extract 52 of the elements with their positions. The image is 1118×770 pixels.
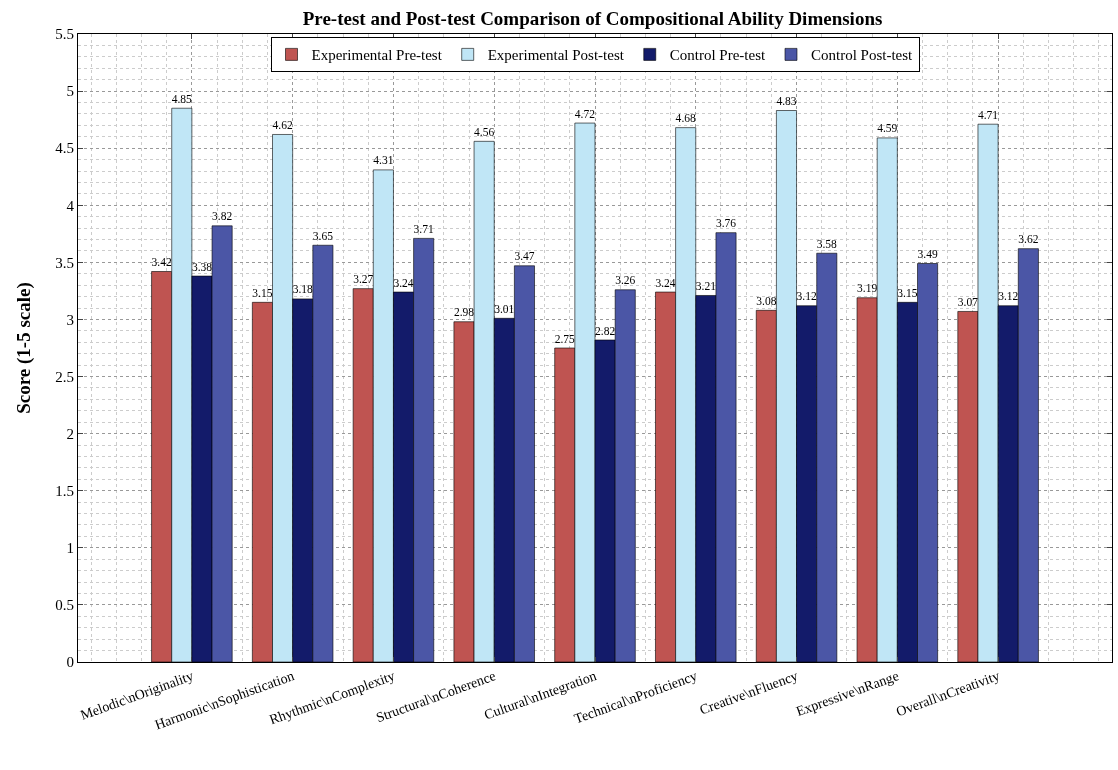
data-label: 3.42 — [151, 256, 172, 269]
data-label: 3.62 — [1018, 233, 1039, 246]
legend-label: Experimental Pre-test — [311, 47, 443, 64]
y-tick-label: 0 — [66, 654, 74, 671]
y-tick-label: 4 — [66, 197, 75, 214]
data-label: 3.12 — [796, 290, 817, 303]
data-label: 3.27 — [353, 273, 374, 286]
y-tick-label: 3.5 — [55, 254, 74, 271]
data-label: 4.85 — [171, 92, 193, 105]
y-tick-label: 3 — [66, 311, 74, 328]
data-label: 4.59 — [877, 122, 898, 135]
data-label: 2.75 — [554, 332, 576, 345]
data-label: 3.08 — [756, 294, 777, 307]
data-label: 4.72 — [574, 107, 596, 120]
data-label: 3.15 — [252, 286, 273, 299]
y-tick-label: 5 — [66, 83, 74, 100]
data-label: 3.49 — [917, 248, 938, 261]
y-tick-label: 2.5 — [55, 368, 74, 385]
y-tick-label: 4.5 — [55, 140, 74, 157]
data-label: 3.76 — [715, 217, 737, 230]
data-label: 3.19 — [857, 282, 878, 295]
data-label: 4.31 — [373, 154, 394, 167]
y-tick-label: 0.5 — [55, 597, 74, 614]
data-label: 3.47 — [514, 250, 535, 263]
data-label: 3.07 — [957, 295, 979, 308]
data-label: 4.62 — [272, 119, 293, 132]
data-label: 2.82 — [595, 324, 616, 337]
data-label: 3.18 — [292, 283, 314, 296]
data-label: 3.01 — [494, 302, 515, 315]
data-label: 4.83 — [776, 95, 797, 108]
y-tick-label: 1.5 — [55, 482, 74, 499]
data-label: 4.56 — [474, 125, 495, 138]
y-tick-label: 1 — [66, 540, 74, 557]
data-label: 3.65 — [312, 229, 334, 242]
data-label: 3.21 — [695, 280, 717, 293]
data-label: 2.98 — [453, 306, 475, 319]
data-label: 3.82 — [212, 210, 233, 223]
chart-title: Pre-test and Post-test Comparison of Compositional Ability Dimensions — [302, 7, 883, 29]
y-axis-title: Score (1-5 scale) — [13, 282, 35, 414]
y-tick-label: 5.5 — [55, 26, 74, 43]
legend-label: Experimental Post-test — [487, 47, 625, 64]
legend-label: Control Post-test — [811, 47, 914, 64]
y-tick-label: 2 — [66, 425, 74, 442]
data-label: 3.71 — [413, 222, 434, 235]
data-label: 3.15 — [897, 286, 918, 299]
data-label: 3.38 — [191, 260, 213, 273]
data-label: 4.71 — [977, 108, 999, 121]
data-label: 3.26 — [615, 274, 636, 287]
data-label: 4.68 — [675, 112, 697, 125]
legend-label: Control Pre-test — [669, 47, 766, 64]
data-label: 3.58 — [816, 237, 838, 250]
data-label: 3.12 — [998, 290, 1019, 303]
